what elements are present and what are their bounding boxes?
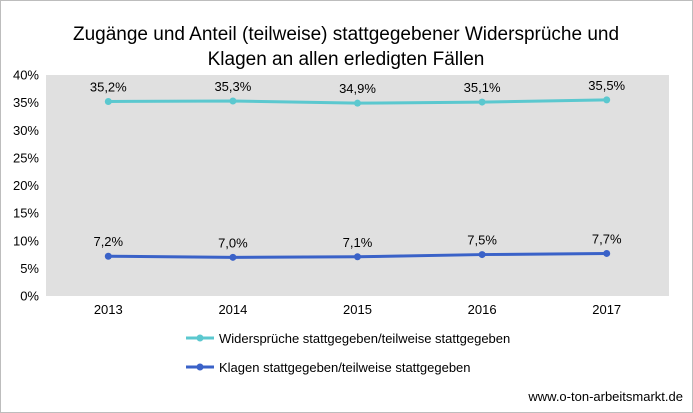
chart-title-line-2: Klagen an allen erledigten Fällen — [208, 49, 485, 70]
data-point — [104, 98, 112, 106]
data-label: 35,2% — [90, 80, 127, 95]
x-tick-label: 2016 — [468, 302, 497, 317]
y-tick-label: 40% — [13, 68, 39, 83]
data-label: 7,2% — [93, 234, 123, 249]
data-point — [229, 97, 237, 105]
chart-title-line-1: Zugänge und Anteil (teilweise) stattgege… — [73, 24, 619, 45]
source-label: www.o-ton-arbeitsmarkt.de — [527, 389, 683, 404]
x-tick-label: 2013 — [94, 302, 123, 317]
data-point — [104, 252, 112, 260]
y-axis: 0% 5% 10% 15% 20% 25% 30% 35% 40% — [13, 68, 39, 304]
series-layer: 35,2% 35,3% 34,9% 35,1% 35,5% 7,2% 7,0% 7,1% 7,5… — [90, 78, 626, 261]
data-label: 35,1% — [464, 80, 501, 95]
data-label: 7,5% — [467, 233, 497, 248]
plot-area — [46, 75, 669, 296]
y-tick-label: 30% — [13, 123, 39, 138]
data-point — [603, 96, 611, 104]
data-label: 35,5% — [588, 78, 625, 93]
y-tick-label: 25% — [13, 150, 39, 165]
data-point — [603, 249, 611, 257]
y-tick-label: 0% — [20, 289, 39, 304]
data-label: 35,3% — [214, 79, 251, 94]
data-label: 7,1% — [343, 235, 373, 250]
data-label: 7,0% — [218, 235, 248, 250]
data-label: 7,7% — [592, 231, 622, 246]
x-tick-label: 2014 — [218, 302, 247, 317]
legend-label-klagen: Klagen stattgegeben/teilweise stattgegeb… — [219, 360, 471, 375]
y-tick-label: 10% — [13, 233, 39, 248]
data-point — [354, 99, 361, 107]
data-point — [354, 253, 361, 261]
data-label: 34,9% — [339, 81, 376, 96]
legend-label-widersprueche: Widersprüche stattgegeben/teilweise stat… — [219, 331, 510, 346]
y-tick-label: 15% — [13, 206, 39, 221]
legend-marker-widersprueche — [196, 334, 204, 342]
y-tick-label: 5% — [20, 261, 39, 276]
data-point — [229, 253, 237, 261]
data-point — [478, 251, 486, 259]
x-axis: 2013 2014 2015 2016 2017 — [94, 302, 621, 317]
x-tick-label: 2017 — [592, 302, 621, 317]
y-tick-label: 20% — [13, 178, 39, 193]
legend-marker-klagen — [196, 363, 204, 371]
x-tick-label: 2015 — [343, 302, 372, 317]
legend: Widersprüche stattgegeben/teilweise stat… — [186, 331, 510, 375]
data-point — [478, 98, 486, 106]
y-tick-label: 35% — [13, 95, 39, 110]
